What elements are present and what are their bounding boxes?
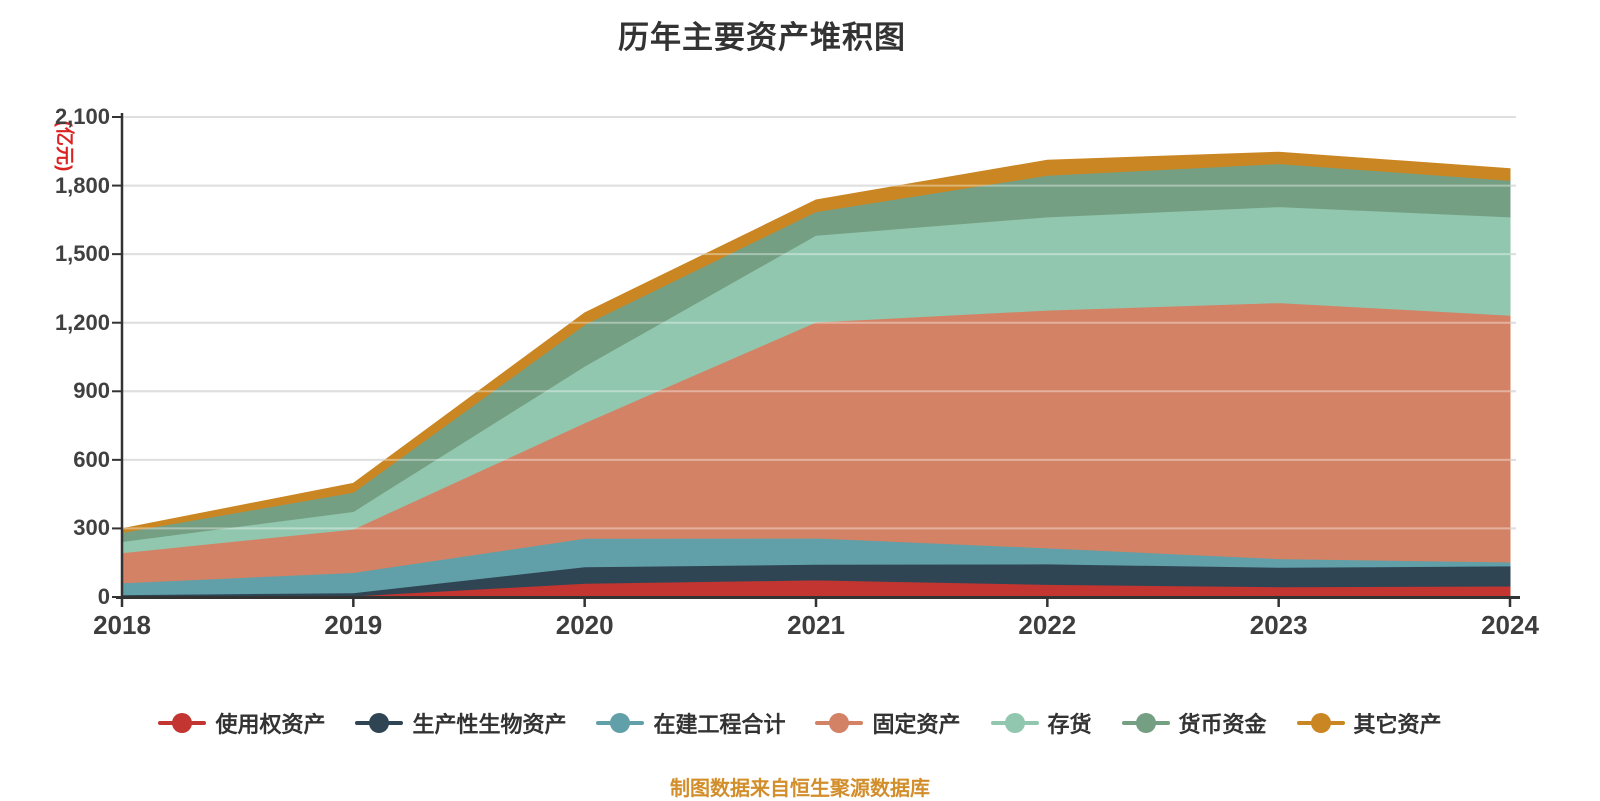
legend-marker-icon — [158, 713, 207, 733]
legend-marker-icon — [355, 713, 404, 733]
legend-item-6[interactable]: 其它资产 — [1296, 707, 1442, 739]
page-title: 历年主要资产堆积图 — [618, 20, 906, 55]
y-axis-label: 1,800 — [54, 172, 110, 198]
x-axis-label: 2019 — [324, 610, 383, 640]
x-axis-label: 2018 — [93, 610, 151, 640]
x-axis-label: 2021 — [787, 610, 845, 640]
legend-label: 存货 — [1047, 712, 1092, 737]
y-axis-label: 300 — [73, 515, 110, 541]
y-axis-label: 1,500 — [54, 241, 110, 267]
data-source-note: 制图数据来自恒生聚源数据库 — [670, 778, 930, 800]
y-axis-label: 600 — [73, 446, 110, 472]
legend-item-4[interactable]: 存货 — [990, 707, 1092, 739]
x-axis-label: 2024 — [1481, 610, 1539, 640]
y-axis-label: 900 — [73, 378, 110, 404]
legend-item-1[interactable]: 生产性生物资产 — [355, 707, 566, 739]
x-axis-label: 2023 — [1249, 610, 1308, 640]
legend-label: 固定资产 — [872, 712, 961, 737]
x-axis-label: 2022 — [1018, 610, 1077, 640]
y-axis-label: 1,200 — [54, 309, 110, 335]
legend-item-0[interactable]: 使用权资产 — [158, 707, 325, 739]
y-axis-label: 0 — [97, 584, 110, 609]
legend-item-5[interactable]: 货币资金 — [1121, 707, 1267, 739]
area-band — [121, 151, 1511, 534]
legend-label: 使用权资产 — [215, 712, 326, 737]
legend-label: 生产性生物资产 — [412, 712, 567, 737]
legend-marker-icon — [815, 713, 864, 733]
legend: 使用权资产 生产性生物资产 在建工程合计 固定资产 存货 货币资金 其它资产 — [0, 702, 1600, 744]
legend-label: 其它资产 — [1353, 712, 1442, 737]
legend-marker-icon — [596, 713, 645, 733]
legend-item-3[interactable]: 固定资产 — [815, 707, 961, 739]
legend-item-2[interactable]: 在建工程合计 — [596, 707, 785, 739]
legend-marker-icon — [990, 713, 1039, 733]
legend-label: 货币资金 — [1178, 712, 1267, 737]
y-axis-label: 2,100 — [54, 104, 110, 129]
x-axis-label: 2020 — [555, 610, 614, 640]
legend-marker-icon — [1121, 713, 1170, 733]
legend-label: 在建工程合计 — [653, 712, 786, 737]
legend-marker-icon — [1296, 713, 1345, 733]
